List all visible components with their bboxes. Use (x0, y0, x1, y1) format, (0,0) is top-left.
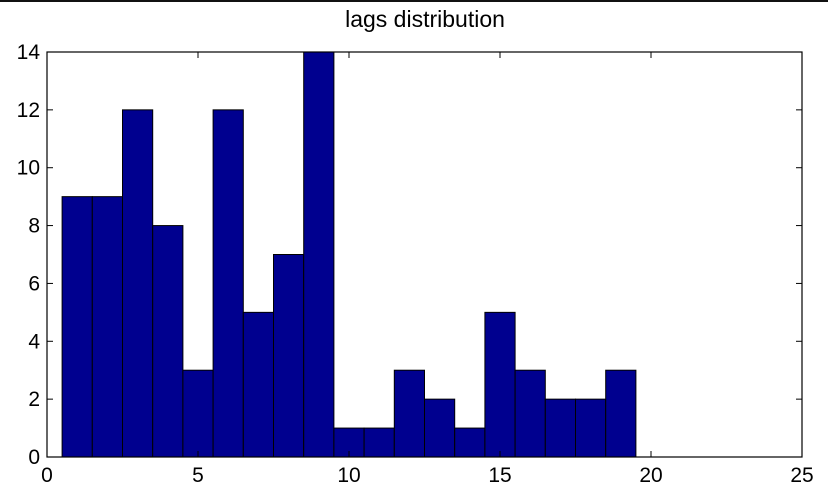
histogram-bar (363, 427, 395, 458)
x-tick-label: 0 (41, 464, 53, 487)
y-tick-label: 12 (17, 99, 40, 122)
histogram-bar (152, 225, 184, 458)
x-tick-label: 5 (192, 464, 204, 487)
axes-box (46, 51, 803, 458)
histogram-bar (242, 311, 275, 458)
y-tick-label: 6 (28, 272, 40, 295)
y-tick-label: 4 (28, 330, 40, 353)
y-tick-label: 0 (28, 446, 40, 469)
y-tick-label: 8 (28, 215, 40, 238)
histogram-bar (122, 109, 154, 458)
x-tick-label: 10 (337, 464, 360, 487)
histogram-bar (61, 196, 93, 458)
y-tick-label: 2 (28, 388, 40, 411)
y-tick-label: 10 (17, 157, 40, 180)
chart-title: lags distribution (345, 6, 505, 32)
y-tick-label: 14 (17, 41, 41, 64)
histogram-bar (544, 398, 576, 458)
x-tick-label: 15 (488, 464, 511, 487)
histogram-bar (454, 427, 486, 458)
histogram-bar (514, 369, 546, 458)
histogram-bar (424, 398, 456, 458)
histogram-bar (273, 254, 305, 458)
histogram-bar (393, 369, 425, 458)
histogram-bar (605, 369, 637, 458)
histogram-bar (212, 109, 244, 458)
x-tick-label: 25 (790, 464, 813, 487)
histogram-bar (303, 51, 335, 458)
bars-group (61, 51, 637, 458)
histogram-bar (91, 196, 124, 458)
axes-group: 0 5 10 15 20 25 0 2 4 6 8 10 12 14 (17, 41, 814, 487)
histogram-bar (484, 311, 516, 458)
histogram-bar (182, 369, 214, 458)
x-tick-label: 20 (639, 464, 662, 487)
top-border (0, 0, 828, 2)
histogram-bar (575, 398, 607, 458)
